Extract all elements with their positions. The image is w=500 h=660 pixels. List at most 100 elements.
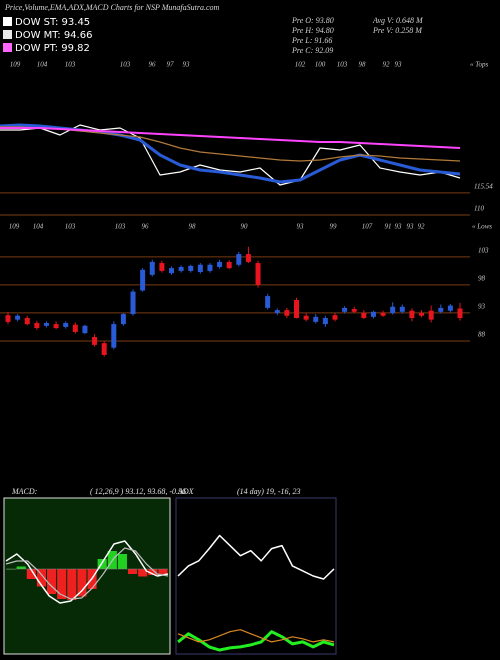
candle-body: [120, 314, 126, 325]
candle-body: [5, 315, 11, 322]
panel-title: MACD:: [11, 487, 38, 496]
candle-body: [419, 312, 425, 316]
low-label: 109: [9, 223, 20, 231]
histogram-bar: [138, 569, 148, 577]
top-label: 103: [120, 61, 131, 69]
low-label: 107: [362, 223, 373, 231]
candle-body: [351, 309, 357, 312]
lows-label: « Lows: [472, 223, 492, 231]
series-line: [5, 547, 169, 600]
candle-body: [226, 261, 232, 269]
legend-label: DOW MT: 94.66: [15, 30, 92, 41]
candle-body: [303, 315, 309, 320]
candle-body: [457, 308, 463, 319]
histogram-bar: [36, 569, 46, 587]
candle-body: [380, 312, 386, 316]
candle-body: [207, 264, 213, 271]
legend-swatch: [3, 17, 12, 26]
candle-body: [15, 315, 21, 320]
histogram-bar: [77, 569, 87, 597]
top-label: 92: [383, 61, 391, 69]
stat: Pre L: 91.66: [291, 36, 332, 45]
candle-body: [197, 264, 203, 273]
y-tick-label: 98: [478, 275, 486, 283]
panel-subtitle: ( 12,26,9 ) 93.12, 93.68, -0.56: [90, 487, 186, 496]
tops-label: « Tops: [470, 61, 489, 69]
histogram-bar: [97, 559, 107, 569]
candle-body: [245, 254, 251, 262]
series-line: [177, 534, 335, 580]
candle-body: [265, 296, 271, 308]
candle-body: [370, 311, 376, 317]
top-label: 100: [315, 61, 326, 69]
low-label: 98: [189, 223, 197, 231]
top-label: 93: [183, 61, 191, 69]
candle-body: [130, 291, 136, 315]
candle-body: [322, 317, 328, 325]
y-tick-label: 93: [478, 303, 486, 311]
candle-body: [101, 343, 107, 355]
top-label: 109: [10, 61, 21, 69]
top-label: 103: [337, 61, 348, 69]
histogram-bar: [57, 569, 67, 599]
candle-body: [159, 263, 165, 271]
low-label: 103: [115, 223, 126, 231]
top-label: 103: [65, 61, 76, 69]
top-label: 96: [149, 61, 157, 69]
histogram-bar: [67, 569, 77, 600]
series-line: [177, 630, 335, 652]
stat: Avg V: 0.648 M: [372, 16, 424, 25]
histogram-bar: [16, 566, 26, 569]
candle-body: [399, 306, 405, 312]
y-tick-label: 110: [474, 205, 484, 213]
candle-body: [188, 265, 194, 271]
candle-body: [294, 300, 300, 318]
candle-body: [255, 263, 261, 285]
top-label: 97: [167, 61, 175, 69]
histogram-bar: [26, 569, 36, 579]
y-tick-label: 115.54: [474, 182, 493, 190]
series-line: [177, 629, 335, 643]
histogram-bar: [117, 554, 127, 569]
page-title: Price,Volume,EMA,ADX,MACD Charts for NSP…: [4, 3, 220, 12]
candle-body: [428, 310, 434, 320]
candle-body: [168, 268, 174, 274]
top-label: 102: [295, 61, 306, 69]
stat: Pre C: 92.09: [291, 46, 333, 55]
histogram-bar: [148, 569, 158, 575]
top-label: 98: [359, 61, 367, 69]
stat: Pre V: 0.258 M: [372, 26, 423, 35]
stat: Pre H: 94.80: [291, 26, 334, 35]
low-label: 93: [297, 223, 305, 231]
y-tick-label: 88: [478, 331, 486, 339]
top-label: 104: [37, 61, 48, 69]
candle-body: [390, 306, 396, 313]
series-line: [5, 540, 169, 604]
legend-swatch: [3, 43, 12, 52]
candle-body: [92, 337, 98, 345]
low-label: 93: [395, 223, 403, 231]
candle-body: [217, 261, 223, 267]
candle-body: [43, 323, 49, 326]
candle-body: [63, 323, 69, 327]
candle-body: [342, 307, 348, 312]
candle-body: [178, 266, 184, 271]
y-tick-label: 103: [478, 247, 489, 255]
candle-body: [332, 315, 338, 320]
panel-title: ADX: [177, 487, 195, 496]
candle-body: [284, 310, 290, 316]
stat: Pre O: 93.80: [291, 16, 334, 25]
candle-body: [361, 312, 367, 318]
low-label: 99: [330, 223, 338, 231]
candle-body: [24, 317, 30, 325]
candle-body: [236, 254, 242, 265]
candle-body: [53, 324, 59, 329]
candle-body: [149, 261, 155, 275]
legend-swatch: [3, 30, 12, 39]
low-label: 103: [65, 223, 76, 231]
candle-body: [111, 324, 117, 348]
candle-body: [140, 269, 146, 291]
histogram-bar: [47, 569, 57, 594]
histogram-bar: [158, 569, 168, 574]
candle-body: [72, 324, 78, 332]
